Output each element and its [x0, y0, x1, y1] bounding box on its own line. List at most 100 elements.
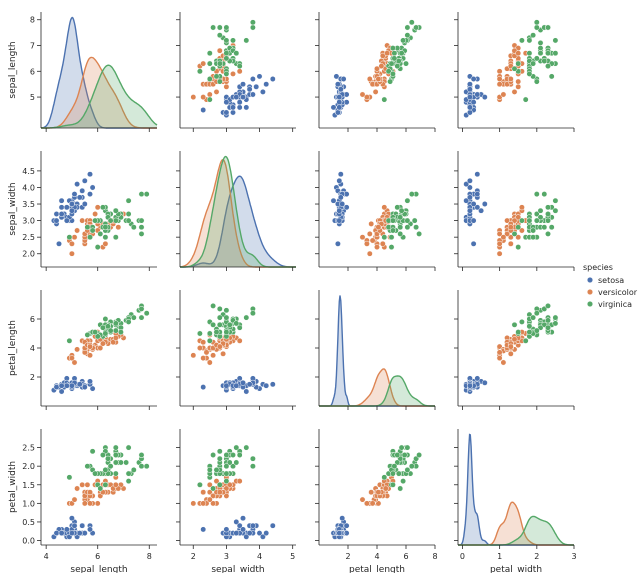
x-tick-label: 4 [44, 552, 49, 561]
point-virginica [391, 463, 398, 470]
point-virginica [408, 463, 415, 470]
point-virginica [223, 463, 230, 470]
point-versicolor [368, 489, 375, 496]
point-setosa [263, 81, 270, 88]
point-versicolor [507, 240, 514, 247]
point-virginica [206, 330, 213, 337]
point-versicolor [87, 352, 93, 359]
point-virginica [403, 60, 409, 67]
point-versicolor [200, 355, 207, 362]
point-setosa [336, 207, 343, 214]
point-virginica [210, 65, 217, 72]
point-setosa [339, 515, 346, 522]
point-setosa [223, 99, 230, 106]
point-virginica [533, 327, 540, 334]
point-virginica [537, 207, 544, 214]
point-versicolor [210, 352, 217, 359]
point-versicolor [79, 217, 86, 224]
point-setosa [223, 109, 230, 116]
point-versicolor [68, 355, 75, 362]
point-virginica [125, 217, 132, 224]
point-virginica [545, 204, 551, 211]
point-versicolor [94, 204, 101, 211]
point-virginica [530, 60, 537, 67]
point-versicolor [71, 234, 78, 241]
x-tick-label: 1 [497, 552, 502, 561]
point-virginica [125, 478, 132, 485]
point-virginica [398, 444, 405, 451]
point-setosa [68, 382, 75, 389]
point-virginica [87, 234, 93, 241]
point-setosa [58, 382, 65, 389]
point-setosa [74, 181, 81, 188]
point-virginica [381, 474, 388, 481]
y-tick-label: 2.5 [22, 444, 35, 453]
point-virginica [206, 337, 213, 344]
point-setosa [474, 171, 481, 178]
point-versicolor [507, 343, 514, 350]
kde-fill-versicolor [458, 502, 574, 545]
point-setosa [481, 379, 488, 386]
point-versicolor [206, 489, 213, 496]
point-virginica [404, 444, 411, 451]
point-virginica [545, 324, 551, 331]
point-setosa [337, 194, 344, 201]
point-versicolor [220, 350, 227, 357]
kde-fill-virginica [458, 516, 574, 545]
kde-line-setosa [180, 175, 296, 268]
y-tick-label: 6 [30, 315, 35, 324]
point-virginica [545, 211, 551, 217]
point-virginica [548, 224, 555, 231]
kde-fill-versicolor [41, 57, 157, 128]
point-virginica [230, 452, 236, 458]
point-virginica [249, 19, 256, 26]
point-virginica [99, 452, 106, 458]
point-setosa [256, 73, 263, 80]
point-versicolor [507, 350, 514, 357]
point-versicolor [206, 481, 213, 488]
point-virginica [413, 24, 420, 31]
point-setosa [333, 73, 340, 80]
point-virginica [143, 191, 150, 198]
point-versicolor [223, 485, 230, 492]
point-setosa [240, 379, 246, 386]
point-virginica [404, 224, 411, 231]
point-setosa [71, 522, 78, 529]
point-versicolor [112, 481, 119, 488]
point-virginica [112, 327, 119, 334]
point-virginica [526, 37, 533, 44]
x-tick-label: 5 [290, 552, 295, 561]
point-setosa [81, 177, 88, 184]
point-virginica [398, 207, 405, 214]
point-virginica [545, 217, 551, 224]
point-virginica [233, 444, 240, 451]
point-virginica [533, 211, 540, 217]
point-setosa [334, 81, 341, 88]
point-virginica [223, 50, 230, 57]
point-versicolor [363, 240, 370, 247]
point-versicolor [496, 349, 503, 356]
point-virginica [138, 217, 145, 224]
point-versicolor [366, 230, 373, 237]
point-virginica [223, 70, 230, 77]
point-versicolor [515, 78, 522, 85]
point-versicolor [210, 492, 217, 499]
x-axis-title: petal_length [349, 565, 405, 573]
point-setosa [259, 88, 266, 95]
x-tick-label: 6 [403, 552, 408, 561]
point-virginica [243, 37, 250, 44]
point-setosa [79, 522, 86, 529]
point-versicolor [496, 81, 503, 88]
point-versicolor [515, 214, 522, 221]
point-virginica [102, 234, 109, 241]
point-virginica [230, 37, 236, 44]
y-tick-label: 4.0 [22, 183, 35, 192]
point-versicolor [496, 68, 503, 75]
point-setosa [337, 171, 344, 178]
point-virginica [102, 316, 109, 322]
point-virginica [84, 331, 91, 338]
point-setosa [56, 240, 62, 247]
point-virginica [545, 24, 551, 31]
